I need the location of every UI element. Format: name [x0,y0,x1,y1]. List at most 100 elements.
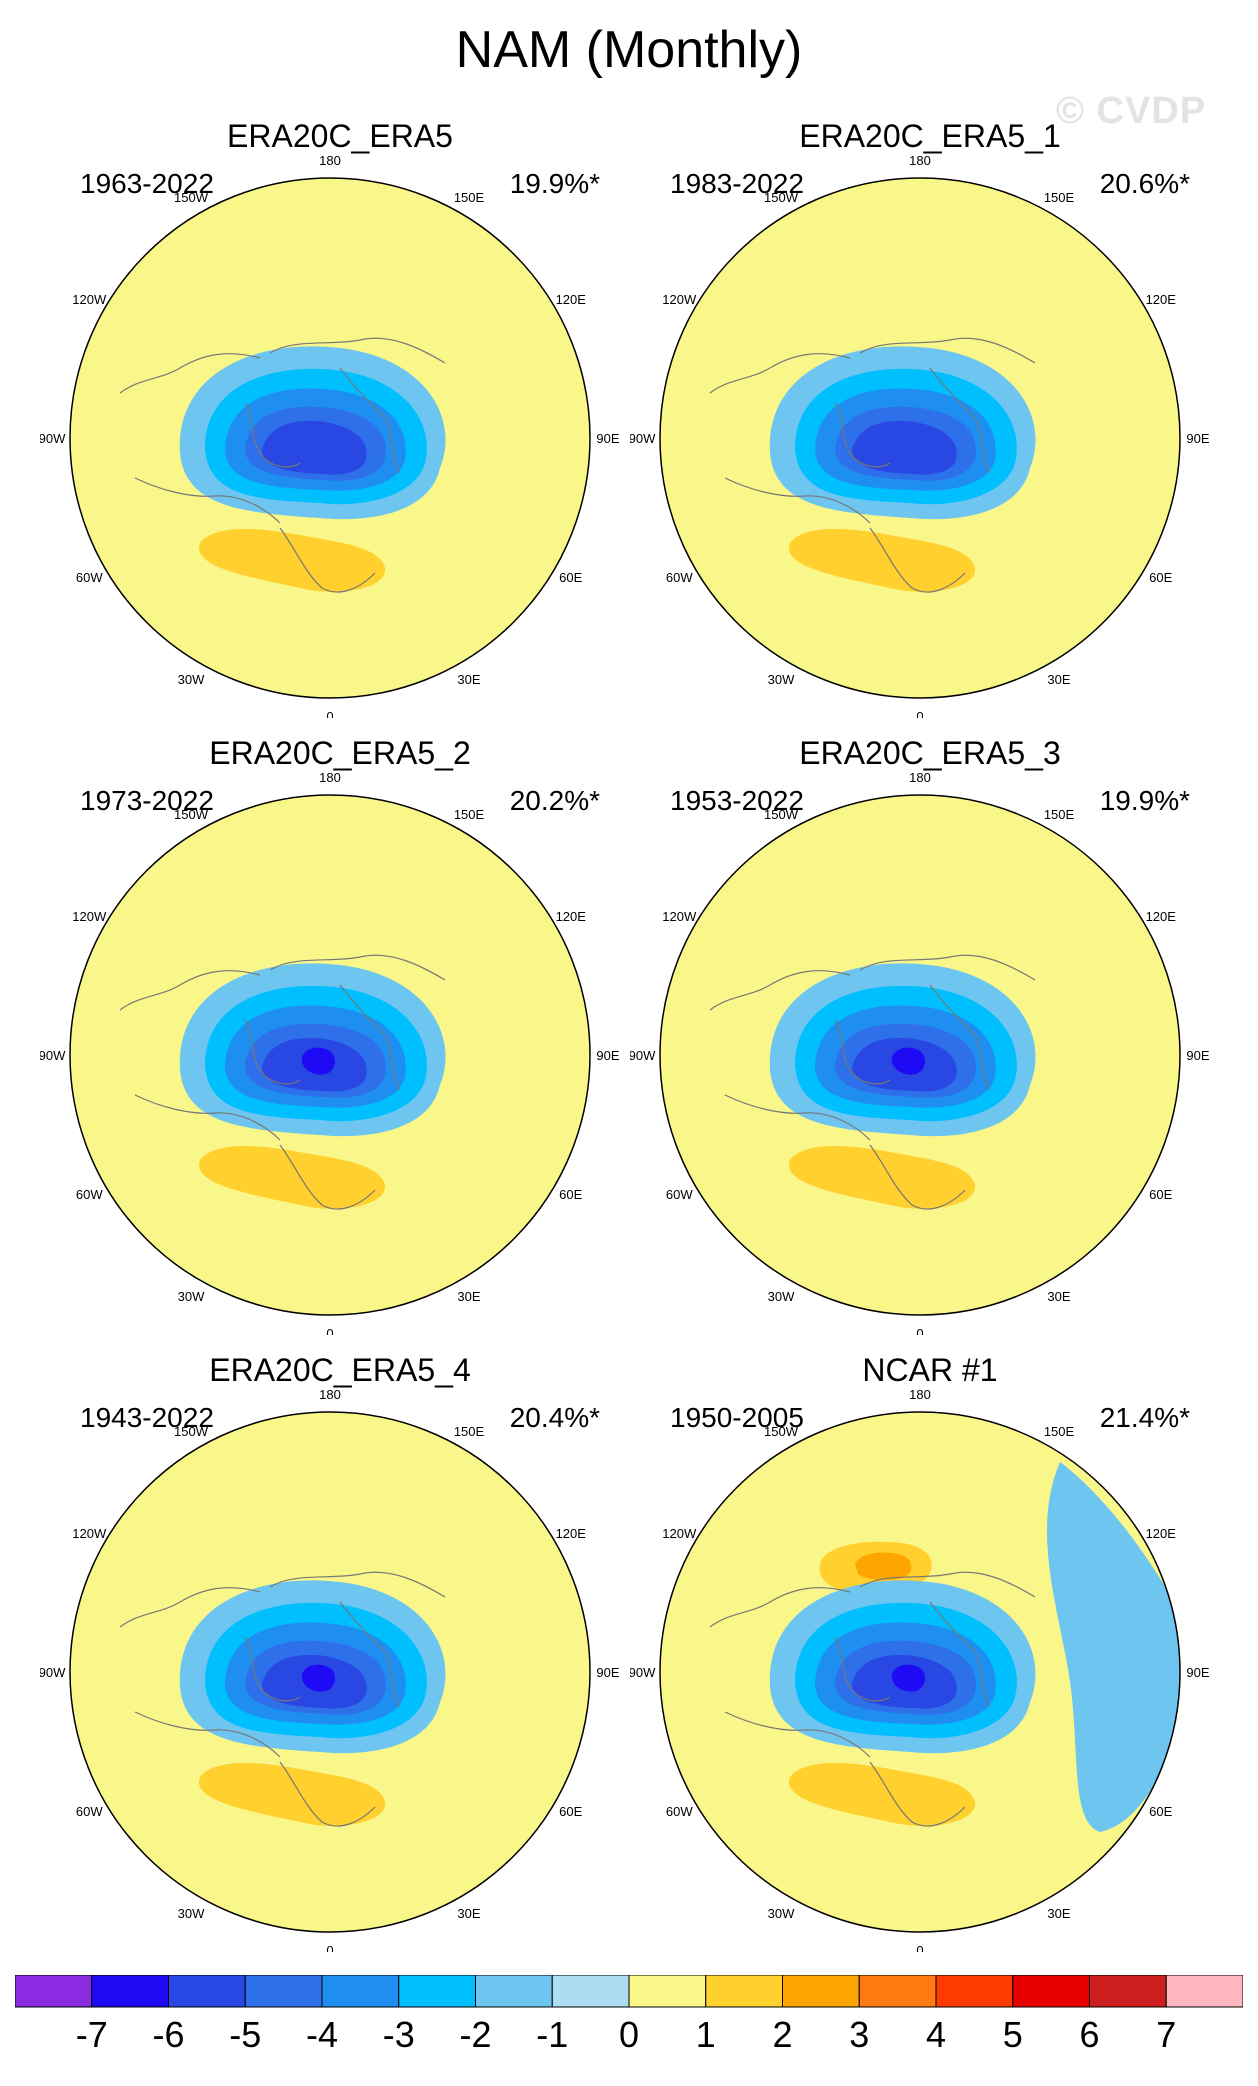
longitude-label: 90W [40,1665,66,1680]
map-boundary [659,1411,1181,1933]
polar-map: 180 150E 120E 90E 60E 30E 0 30W 60W 90W 120W 150W [40,153,620,718]
colorbar-swatch [858,1975,937,2008]
longitude-label: 60E [1149,570,1172,585]
longitude-label: 60W [666,1187,693,1202]
longitude-label: 120W [72,909,107,924]
longitude-label: 120E [556,1526,587,1541]
map-boundary [659,177,1181,699]
panel-title: ERA20C_ERA5_3 [799,735,1061,771]
coastline [724,1711,871,1758]
colorbar-swatch [1012,1975,1090,2008]
coastline [859,954,1036,981]
coastline [134,477,281,524]
coastline [869,527,966,593]
panel-title: ERA20C_ERA5_2 [209,735,471,771]
panel-period: 1983-2022 [670,168,804,199]
negative-anomaly-contour [301,1664,335,1692]
coastline [709,353,851,394]
negative-anomaly-contour [1047,1462,1180,1832]
positive-anomaly-contour [788,528,976,592]
coastline [244,1636,301,1702]
longitude-label: 60W [76,570,103,585]
longitude-label: 150W [764,190,799,205]
panel-variance-explained: 20.6%* [1099,168,1190,199]
colorbar-swatch [475,1975,553,2008]
panel-title: NCAR #1 [862,1352,998,1388]
longitude-label: 30W [178,1289,205,1304]
coastline [279,1144,376,1210]
longitude-label: 90W [630,1048,656,1063]
longitude-label: 120E [1146,292,1177,307]
colorbar-swatch [91,1975,169,2008]
map-boundary [69,177,591,699]
longitude-label: 90E [596,1048,619,1063]
coastline [834,402,891,468]
longitude-label: 30W [768,672,795,687]
longitude-label: 150E [1044,807,1075,822]
longitude-label: 60E [559,1804,582,1819]
positive-anomaly-contour [788,1762,976,1826]
longitude-label: 150E [1044,190,1075,205]
map-panel: NCAR #1 1950-2005 21.4%* 180 150E 120E 90E 60E 3… [630,1352,1230,1952]
longitude-label: 150E [1044,1424,1075,1439]
colorbar-tick-label: -4 [306,2014,338,2055]
longitude-label: 30E [457,672,480,687]
watermark: © CVDP [1056,90,1207,132]
polar-map: 180 150E 120E 90E 60E 30E 0 30W 60W 90W 120W 150W [40,770,620,1335]
colorbar-swatch [321,1975,400,2008]
panel-variance-explained: 19.9%* [1099,785,1190,816]
polar-map: 180 150E 120E 90E 60E 30E 0 30W 60W 90W 120W 150W [40,1387,620,1952]
colorbar-tick-label: -3 [383,2014,415,2055]
positive-anomaly-contour [198,1145,386,1209]
longitude-label: 180 [319,153,341,168]
longitude-label: 90E [596,431,619,446]
longitude-label: 120W [662,292,697,307]
coastline [869,1144,966,1210]
coastline [279,1761,376,1827]
positive-anomaly-contour [788,1145,976,1209]
colorbar-swatch [244,1975,323,2008]
panel-period: 1963-2022 [80,168,214,199]
coastline [279,527,376,593]
coastline [269,954,446,981]
longitude-label: 120W [662,1526,697,1541]
colorbar-tick-label: -6 [152,2014,184,2055]
longitude-label: 90W [40,1048,66,1063]
coastline [339,984,401,1091]
longitude-label: 180 [319,770,341,785]
longitude-label: 90E [1186,1048,1209,1063]
coastline [244,402,301,468]
panel-period: 1950-2005 [670,1402,804,1433]
longitude-label: 30E [457,1289,480,1304]
negative-anomaly-contour [262,421,367,475]
colorbar-swatch [935,1975,1014,2008]
coastline [119,353,261,394]
longitude-label: 180 [909,770,931,785]
map-panel: ERA20C_ERA5_3 1953-2022 19.9%* 180 150E 120E 9… [630,735,1230,1335]
longitude-label: 150W [764,807,799,822]
coastline [834,1636,891,1702]
panel-title: ERA20C_ERA5 [227,118,453,154]
longitude-label: 150W [764,1424,799,1439]
longitude-label: 90E [1186,431,1209,446]
longitude-label: 120E [1146,1526,1177,1541]
longitude-label: 120W [72,292,107,307]
coastline [119,970,261,1011]
colorbar-tick-label: -2 [459,2014,491,2055]
coastline [269,1571,446,1598]
coastline [134,1094,281,1141]
coastline [929,984,991,1091]
figure-title: NAM (Monthly) [455,21,803,79]
longitude-label: 0 [326,1943,333,1952]
longitude-label: 60E [1149,1804,1172,1819]
map-boundary [69,1411,591,1933]
colorbar-swatch [398,1975,476,2008]
longitude-label: 0 [326,1326,333,1335]
longitude-label: 120E [556,909,587,924]
map-panel: ERA20C_ERA5 1963-2022 19.9%* 180 150E 120E 90E… [40,118,640,718]
longitude-label: 150E [454,807,485,822]
longitude-label: 30W [768,1906,795,1921]
positive-anomaly-contour [855,1552,912,1581]
colorbar-tick-label: 3 [849,2014,869,2055]
longitude-label: 30W [768,1289,795,1304]
